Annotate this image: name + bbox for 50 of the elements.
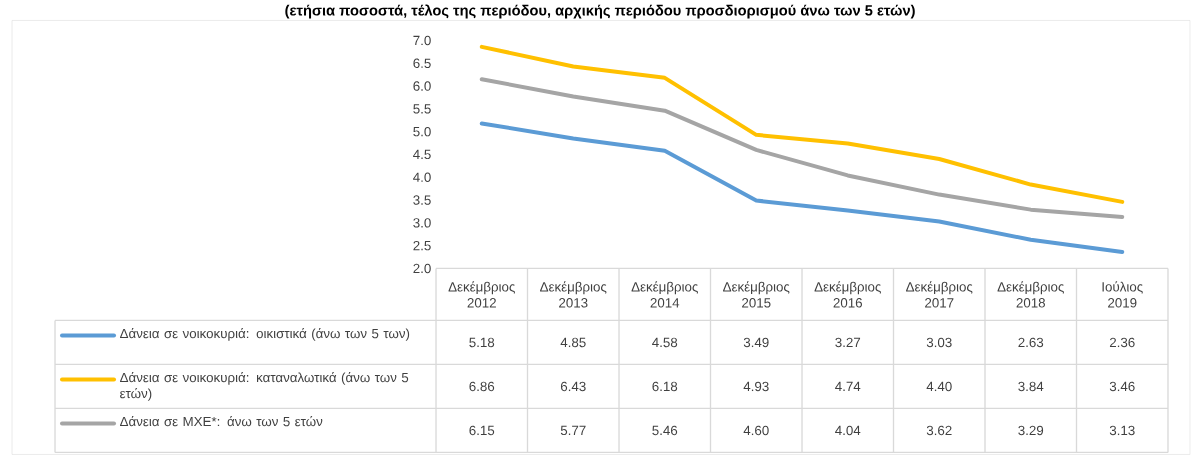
legend-label: Δάνεια σε νοικοκυριά: οικιστικά (άνω των 5 των) <box>120 327 410 341</box>
data-label: 5.46 <box>652 425 678 435</box>
data-label: 3.03 <box>926 337 952 347</box>
x-tick-label: Δεκέμβριος 2016 <box>814 281 881 308</box>
y-tick-label: 5.0 <box>413 126 431 137</box>
data-label: 2.36 <box>1109 337 1135 347</box>
data-label: 6.15 <box>469 425 495 435</box>
legend-label: Δάνεια σε νοικοκυριά: καταναλωτικά (άνω των 5 ετών) <box>120 371 409 401</box>
data-label: 2.63 <box>1018 337 1044 347</box>
x-tick-label: Δεκέμβριος 2013 <box>540 281 607 308</box>
line-series <box>479 77 1125 219</box>
data-label: 3.84 <box>1018 381 1044 391</box>
data-label: 4.93 <box>743 381 769 391</box>
data-label: 4.58 <box>652 337 678 347</box>
y-tick-label: 4.5 <box>413 149 431 159</box>
data-label: 4.60 <box>743 425 769 435</box>
line-series <box>479 44 1125 204</box>
data-label: 4.74 <box>835 381 861 391</box>
x-tick-label: Δεκέμβριος 2012 <box>448 281 515 308</box>
y-tick-label: 7.0 <box>413 35 431 45</box>
x-tick-label: Δεκέμβριος 2017 <box>906 281 973 308</box>
y-tick-label: 4.0 <box>413 172 431 182</box>
y-tick-label: 3.5 <box>413 195 431 205</box>
data-label: 3.27 <box>835 337 861 347</box>
data-label: 3.29 <box>1018 425 1044 435</box>
x-tick-label: Δεκέμβριος 2018 <box>997 281 1064 308</box>
data-label: 6.86 <box>469 381 495 391</box>
data-label: 6.18 <box>652 381 678 391</box>
data-label: 5.18 <box>469 337 495 347</box>
line-series <box>479 121 1125 254</box>
data-label: 3.49 <box>743 337 769 347</box>
data-label: 4.04 <box>835 425 861 435</box>
y-tick-label: 2.5 <box>413 240 431 251</box>
y-tick-label: 2.0 <box>413 263 431 273</box>
y-tick-label: 3.0 <box>413 217 431 228</box>
data-label: 3.62 <box>926 425 952 435</box>
data-label: 6.43 <box>560 381 586 391</box>
data-label: 3.46 <box>1109 381 1135 391</box>
x-tick-label: Δεκέμβριος 2015 <box>723 281 790 308</box>
x-tick-label: Δεκέμβριος 2014 <box>631 281 698 308</box>
y-tick-label: 6.0 <box>413 81 431 91</box>
data-label: 5.77 <box>560 425 586 435</box>
legend-label: Δάνεια σε ΜΧΕ*: άνω των 5 ετών <box>120 415 323 427</box>
y-tick-label: 6.5 <box>413 58 431 68</box>
data-label: 3.13 <box>1109 425 1135 435</box>
y-tick-label: 5.5 <box>413 103 431 114</box>
x-tick-label: Ιούλιος 2019 <box>1102 281 1143 308</box>
data-label: 4.85 <box>560 337 586 347</box>
data-label: 4.40 <box>926 381 952 391</box>
chart-title: (ετήσια ποσοστά, τέλος της περιόδου, αρχικής περιόδου προσδιορισμού άνω των 5 ετών) <box>285 4 915 19</box>
